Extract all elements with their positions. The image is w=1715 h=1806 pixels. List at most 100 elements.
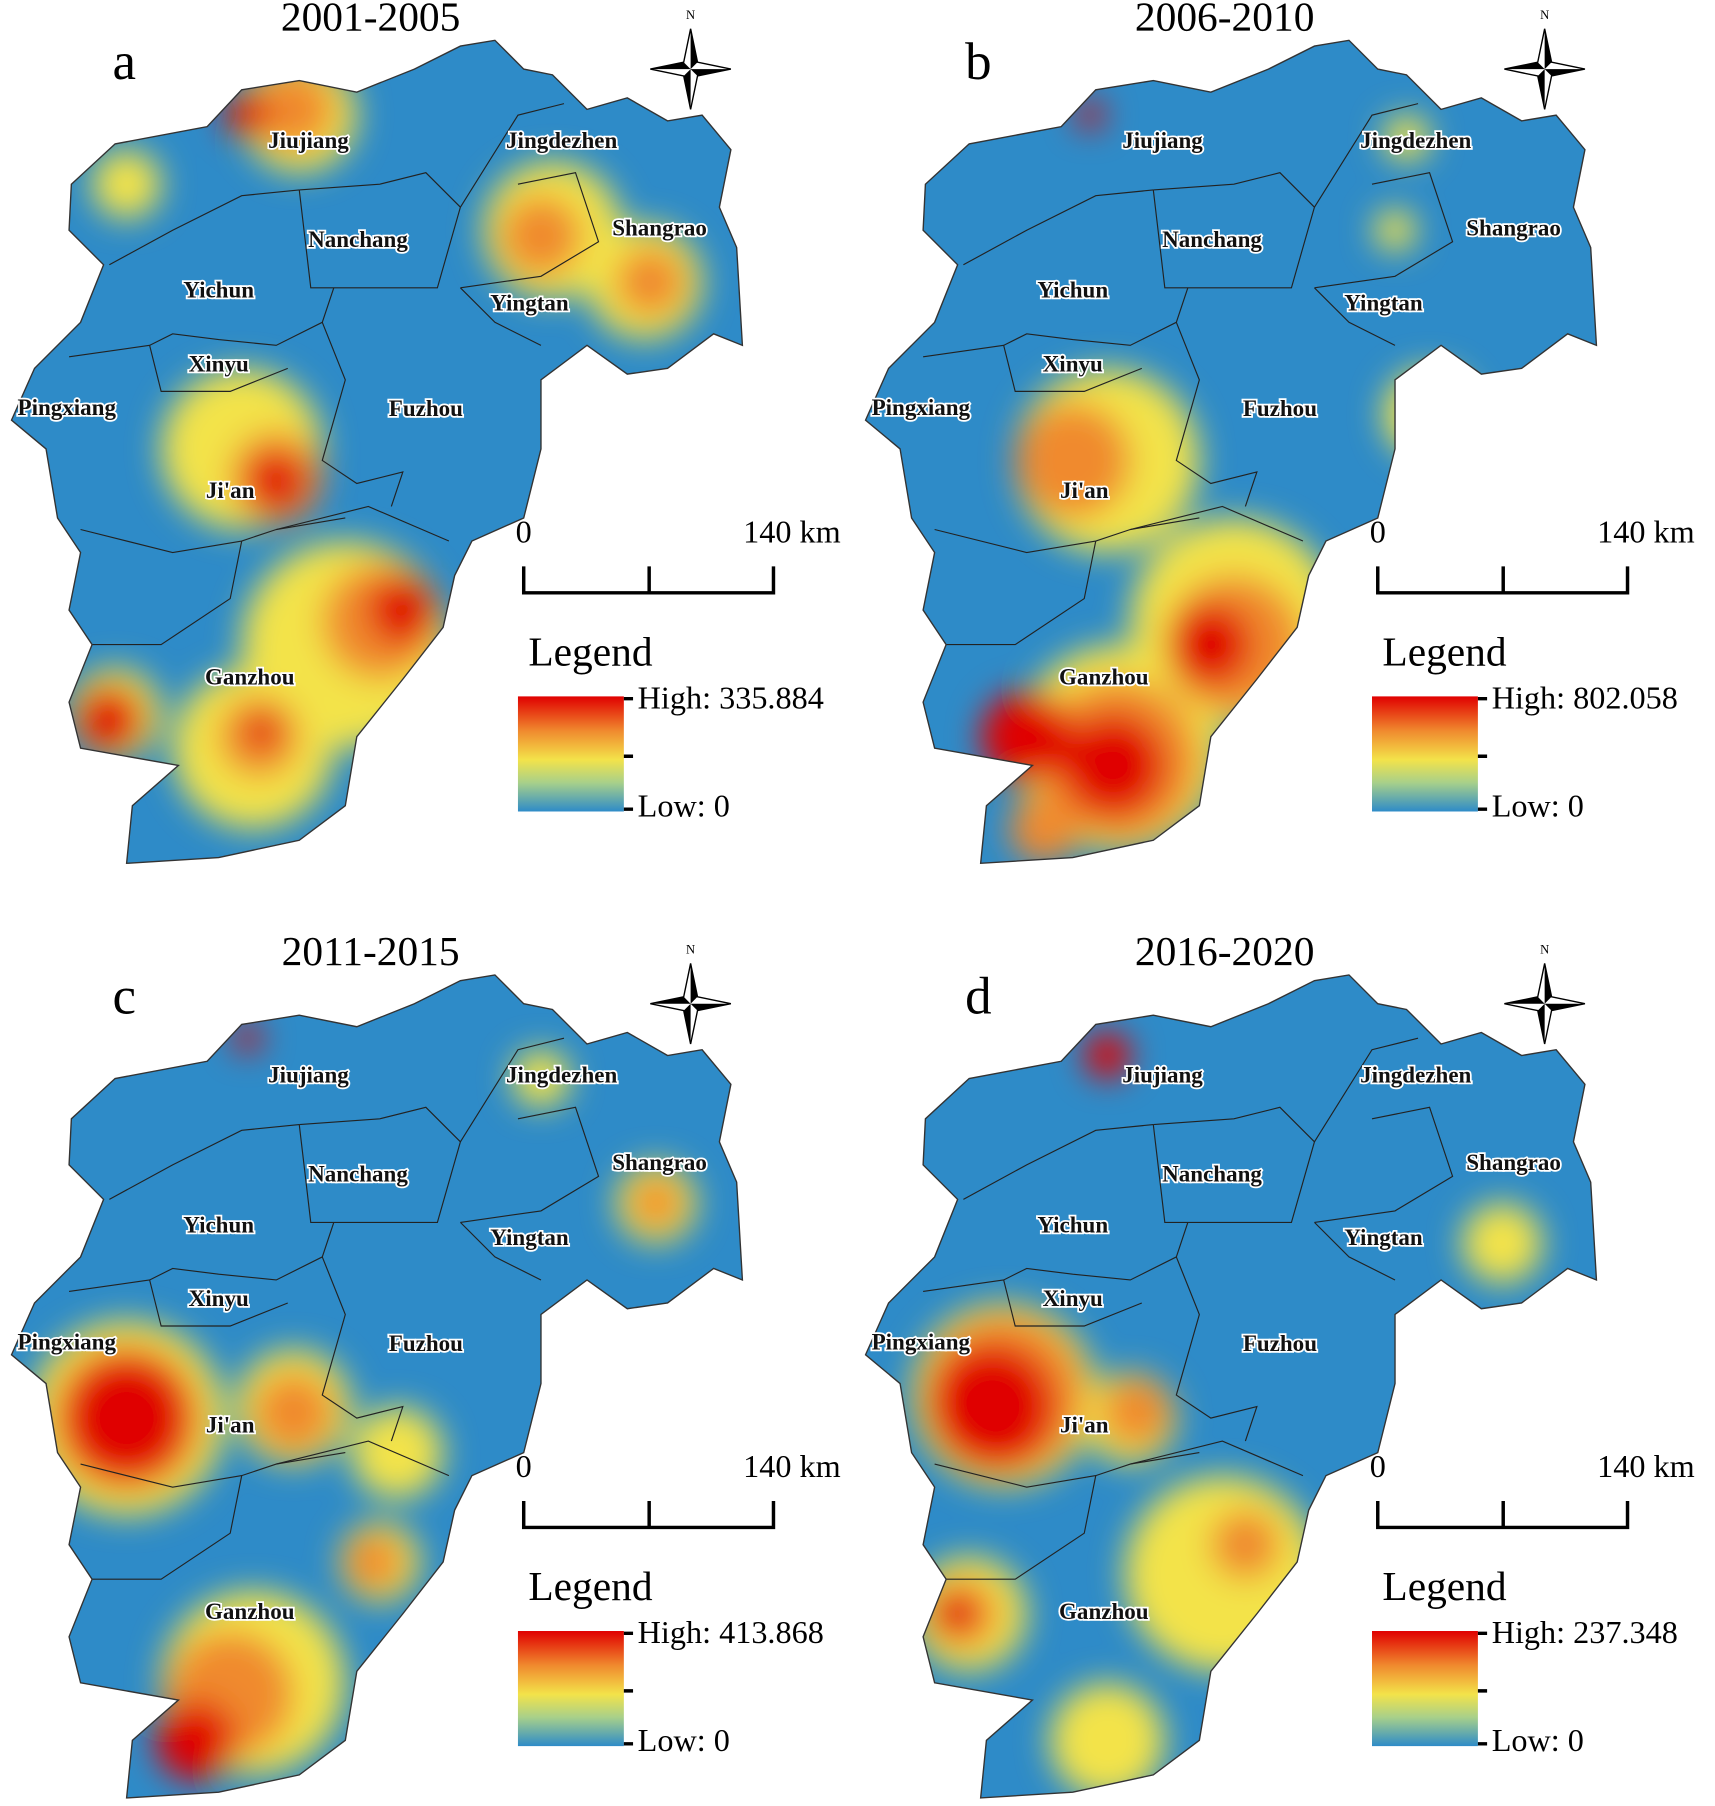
city-label: Ganzhou (1059, 1598, 1149, 1624)
density-surface (11, 40, 743, 864)
prefecture-border (459, 287, 542, 346)
scale-start: 0 (516, 514, 532, 550)
scale-end: 140 km (1597, 514, 1695, 550)
prefecture-border (321, 1256, 404, 1442)
hotspots (28, 1024, 697, 1781)
hotspot (1170, 604, 1252, 685)
north-label: N (1540, 8, 1549, 22)
city-label: Xinyu (189, 350, 249, 376)
hotspot (1076, 101, 1104, 129)
city-label: Xinyu (189, 1285, 249, 1311)
city-label: Shangrao (1466, 1149, 1561, 1175)
prefecture-border (1130, 1440, 1304, 1477)
city-label: Ji'an (1060, 477, 1109, 503)
prefecture-border (149, 345, 288, 392)
legend-high: High: 802.058 (1492, 679, 1678, 715)
prefecture-border (1130, 505, 1304, 542)
hotspot (1374, 209, 1416, 251)
legend-low: Low: 0 (1492, 1722, 1584, 1758)
scale-end: 140 km (1597, 1448, 1695, 1484)
city-label: Yichun (183, 1211, 254, 1237)
hotspot (928, 1590, 975, 1637)
city-label: Yingtan (1344, 289, 1423, 315)
legend-ticks (1477, 696, 1488, 811)
province-outline (864, 974, 1598, 1799)
hotspot (253, 1372, 334, 1453)
legend-high: High: 237.348 (1492, 1614, 1678, 1650)
legend-ramp (517, 696, 624, 812)
density-surface (11, 974, 743, 1798)
hotspot (630, 1177, 682, 1229)
panel-title: 2001-2005 (281, 0, 460, 39)
city-label: Nanchang (1162, 226, 1262, 252)
prefecture-border (80, 517, 346, 554)
province-outline (10, 39, 744, 865)
prefecture-border (80, 1475, 243, 1580)
city-label: Shangrao (612, 1149, 707, 1175)
hotspot (247, 452, 306, 510)
hotspot (1461, 1202, 1543, 1284)
hotspot (1084, 1032, 1131, 1079)
hotspot (345, 1533, 403, 1591)
hotspot (512, 1049, 570, 1108)
province-outline (10, 974, 744, 1799)
city-label: Jingdezhen (506, 1062, 617, 1088)
legend-low: Low: 0 (1492, 788, 1584, 824)
city-label: Xinyu (1043, 1285, 1103, 1311)
city-label: Pingxiang (18, 394, 117, 420)
prefecture-border (149, 1279, 288, 1327)
prefecture-border (1314, 172, 1454, 289)
city-label: Fuzhou (1243, 1330, 1317, 1356)
city-label: Jiujiang (1122, 127, 1203, 153)
prefecture-border (459, 1221, 542, 1281)
hotspot (1383, 115, 1430, 162)
hotspot (1101, 1377, 1171, 1447)
city-label: Xinyu (1043, 350, 1103, 376)
prefecture-border (1314, 1221, 1396, 1281)
map-panel: 2006-2010 b N Jiujiang Jingdezhen Nanchang Sha… (864, 0, 1695, 865)
hotspot (253, 69, 334, 150)
hotspot (155, 1700, 236, 1781)
city-label: Jiujiang (268, 127, 349, 153)
panel-letter: c (113, 968, 136, 1026)
city-label: Jingdezhen (1360, 1062, 1471, 1088)
legend-low: Low: 0 (638, 788, 730, 824)
scale-end: 140 km (743, 1448, 841, 1484)
city-label: Fuzhou (1243, 395, 1317, 421)
panel-title: 2006-2010 (1135, 0, 1314, 39)
legend-ticks (623, 696, 634, 811)
panel-letter: b (965, 33, 991, 91)
city-label: Ganzhou (205, 1598, 295, 1624)
city-label: Ganzhou (205, 663, 295, 689)
prefecture-border (459, 103, 565, 208)
city-label: Fuzhou (389, 1330, 463, 1356)
prefecture-border (460, 1106, 600, 1223)
prefecture-border (934, 517, 1200, 554)
hotspot (1383, 368, 1476, 461)
city-label: Shangrao (612, 215, 707, 241)
prefecture-border (109, 1123, 300, 1200)
city-label: Ganzhou (1059, 663, 1149, 689)
scale-start: 0 (1370, 1448, 1386, 1484)
prefecture-border (1003, 1279, 1143, 1327)
province-outline (864, 39, 1598, 865)
hotspot (928, 1343, 1056, 1470)
prefecture-border (1003, 345, 1143, 392)
hotspot (1049, 1682, 1165, 1798)
city-label: Nanchang (308, 226, 408, 252)
city-label: Ji'an (206, 477, 255, 503)
prefecture-border (321, 322, 404, 507)
legend-high: High: 413.868 (638, 1614, 824, 1650)
hotspot (1009, 794, 1079, 864)
hotspot (92, 149, 162, 219)
north-label: N (686, 943, 695, 957)
city-label: Jiujiang (268, 1062, 349, 1088)
city-label: Yichun (1037, 1211, 1108, 1237)
north-label: N (1540, 943, 1549, 957)
scale-start: 0 (516, 1448, 532, 1484)
legend-ticks (1477, 1631, 1488, 1746)
map-panel: 2016-2020 d N Jiujiang Jingdezhen Nanchang Sha… (864, 928, 1695, 1799)
city-label: Jiujiang (1122, 1062, 1203, 1088)
hotspot (63, 1354, 190, 1482)
